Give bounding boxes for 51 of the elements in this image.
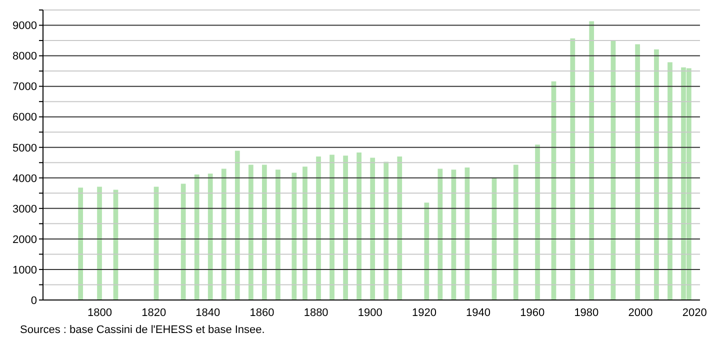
- bar: [292, 172, 297, 300]
- y-tick-label: 1000: [12, 264, 37, 276]
- bar: [208, 174, 213, 300]
- x-tick-label: 1960: [520, 306, 545, 319]
- bar: [635, 44, 640, 300]
- x-tick-label: 1980: [574, 306, 599, 319]
- bar: [438, 168, 443, 300]
- bar: [97, 186, 102, 300]
- x-tick-label: 1920: [412, 306, 436, 319]
- bar: [668, 62, 672, 300]
- bar: [194, 174, 200, 300]
- y-tick-label: 9000: [12, 20, 37, 32]
- bar: [180, 184, 186, 300]
- bar: [78, 188, 84, 300]
- bar: [654, 49, 659, 300]
- bar: [570, 38, 576, 300]
- bar: [316, 156, 321, 300]
- bar: [589, 21, 594, 300]
- x-tick-label: 1940: [466, 306, 491, 319]
- bar: [397, 156, 402, 300]
- bar: [424, 202, 430, 300]
- y-tick-label: 4000: [12, 172, 37, 185]
- y-tick-label: 3000: [12, 203, 37, 216]
- bar: [356, 152, 362, 300]
- y-tick-label: 2000: [12, 234, 37, 246]
- bar: [343, 156, 348, 300]
- bar: [234, 150, 240, 300]
- bar: [221, 168, 226, 300]
- y-tick-label: 0: [30, 294, 37, 307]
- y-tick-label: 8000: [12, 50, 37, 63]
- bar: [535, 144, 540, 300]
- x-tick-label: 2020: [682, 306, 707, 319]
- x-tick-label: 1880: [304, 306, 328, 319]
- source-note: Sources : base Cassini de l'EHESS et base Insee.: [20, 324, 266, 336]
- bar: [384, 162, 389, 300]
- bar: [302, 166, 308, 300]
- x-tick-label: 1840: [196, 306, 220, 319]
- x-tick-label: 1860: [250, 306, 274, 319]
- x-tick-label: 1820: [142, 306, 166, 319]
- y-tick-label: 5000: [12, 142, 37, 154]
- bar: [248, 164, 254, 300]
- bar: [370, 158, 376, 300]
- y-tick-label: 6000: [12, 112, 37, 124]
- bar: [513, 164, 518, 300]
- bar: [330, 154, 334, 300]
- bar: [262, 164, 267, 300]
- y-tick-label: 7000: [12, 81, 37, 94]
- bar: [276, 170, 280, 300]
- x-tick-label: 1800: [88, 306, 112, 319]
- x-tick-label: 2000: [628, 306, 653, 319]
- x-tick-label: 1900: [358, 306, 382, 319]
